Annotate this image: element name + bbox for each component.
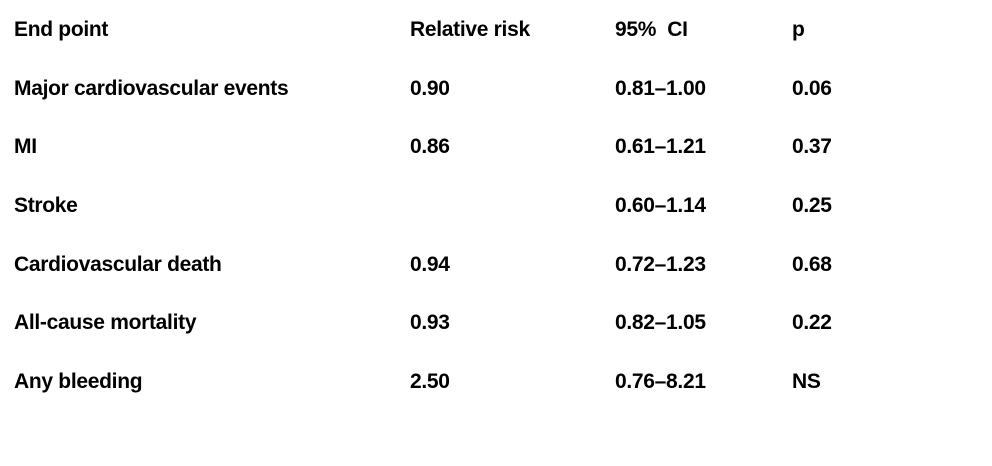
relative-risk-cell: 0.93 <box>410 311 450 334</box>
header-cell: Relative risk <box>410 18 530 41</box>
end-point-cell: Cardiovascular death <box>14 253 222 276</box>
p-value-cell: 0.22 <box>792 311 832 334</box>
p-value-cell: 0.68 <box>792 253 832 276</box>
header-cell: p <box>792 18 805 41</box>
p-value-cell: NS <box>792 370 821 393</box>
confidence-interval-cell: 0.82–1.05 <box>615 311 706 334</box>
confidence-interval-cell: 0.76–8.21 <box>615 370 706 393</box>
confidence-interval-cell: 0.72–1.23 <box>615 253 706 276</box>
relative-risk-cell: 2.50 <box>410 370 450 393</box>
confidence-interval-cell: 0.61–1.21 <box>615 135 706 158</box>
relative-risk-cell: 0.90 <box>410 77 450 100</box>
end-point-cell: Stroke <box>14 194 78 217</box>
confidence-interval-cell: 0.60–1.14 <box>615 194 706 217</box>
end-point-cell: All-cause mortality <box>14 311 197 334</box>
p-value-cell: 0.37 <box>792 135 832 158</box>
end-point-cell: Any bleeding <box>14 370 143 393</box>
end-point-cell: Major cardiovascular events <box>14 77 289 100</box>
end-point-cell: MI <box>14 135 37 158</box>
confidence-interval-cell: 0.81–1.00 <box>615 77 706 100</box>
header-cell: End point <box>14 18 109 41</box>
p-value-cell: 0.06 <box>792 77 832 100</box>
relative-risk-cell: 0.86 <box>410 135 450 158</box>
relative-risk-cell: 0.94 <box>410 253 450 276</box>
p-value-cell: 0.25 <box>792 194 832 217</box>
header-cell: 95% CI <box>615 18 688 41</box>
